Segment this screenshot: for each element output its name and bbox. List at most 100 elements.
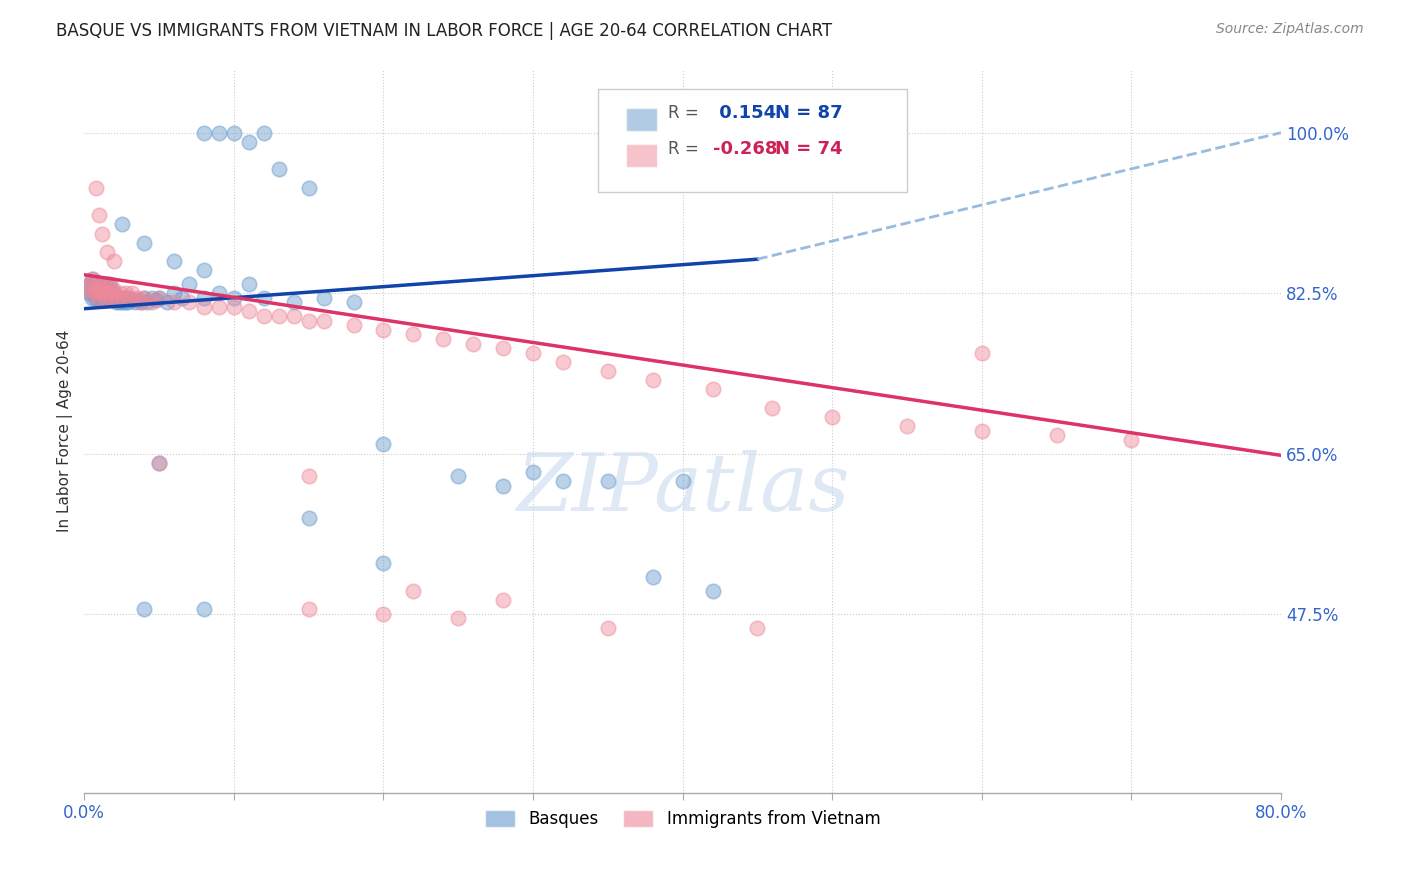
Text: R =: R = [668, 140, 699, 158]
Point [170, 291, 193, 305]
Point [115, 286, 138, 301]
Text: 0.154: 0.154 [713, 104, 776, 122]
Point [93, 281, 115, 295]
Point [87, 291, 110, 305]
Point [134, 291, 156, 305]
Point [76, 281, 98, 295]
Point [148, 456, 170, 470]
Point [80, 291, 103, 305]
Point [761, 401, 783, 415]
Point [298, 313, 321, 327]
Point [298, 469, 321, 483]
Point [208, 300, 231, 314]
Point [90, 281, 112, 295]
Point [91, 286, 114, 301]
Point [82, 277, 104, 291]
Point [84, 286, 107, 301]
Point [94, 291, 117, 305]
Point [596, 364, 619, 378]
Point [89, 277, 111, 291]
Point [105, 291, 128, 305]
Point [79, 277, 101, 291]
Point [373, 437, 395, 451]
Point [492, 593, 515, 607]
Point [91, 286, 114, 301]
Point [104, 295, 127, 310]
Y-axis label: In Labor Force | Age 20-64: In Labor Force | Age 20-64 [58, 329, 73, 532]
Point [112, 291, 135, 305]
Point [238, 277, 260, 291]
Point [402, 327, 425, 342]
Point [747, 621, 769, 635]
Point [298, 602, 321, 616]
Point [342, 295, 364, 310]
Point [121, 293, 143, 307]
Point [148, 291, 170, 305]
Point [596, 621, 619, 635]
Point [267, 162, 290, 177]
Point [492, 478, 515, 492]
Point [267, 309, 290, 323]
Point [312, 291, 335, 305]
Point [94, 286, 117, 301]
Point [463, 336, 485, 351]
Point [163, 254, 186, 268]
Point [222, 291, 245, 305]
Point [114, 295, 136, 310]
Point [112, 291, 135, 305]
Point [522, 345, 544, 359]
Point [82, 272, 104, 286]
Point [89, 286, 111, 301]
Point [522, 465, 544, 479]
Point [118, 291, 141, 305]
Point [124, 295, 146, 310]
Point [84, 286, 107, 301]
Point [1045, 428, 1067, 442]
Point [402, 584, 425, 599]
Point [163, 286, 186, 301]
Point [298, 180, 321, 194]
Point [90, 291, 112, 305]
Text: -0.268: -0.268 [713, 140, 778, 158]
Point [672, 474, 695, 488]
Point [83, 291, 105, 305]
Point [80, 286, 103, 301]
Point [111, 218, 134, 232]
Point [101, 281, 124, 295]
Point [551, 474, 574, 488]
Point [373, 607, 395, 621]
Point [87, 281, 110, 295]
Point [96, 291, 118, 305]
Point [100, 281, 122, 295]
Point [115, 291, 138, 305]
Point [373, 323, 395, 337]
Point [163, 295, 186, 310]
Point [253, 309, 276, 323]
Text: R =: R = [668, 104, 699, 122]
Point [97, 286, 120, 301]
Point [896, 419, 918, 434]
Point [79, 277, 101, 291]
Point [101, 286, 124, 301]
Point [127, 293, 149, 307]
Point [98, 277, 121, 291]
Point [105, 291, 128, 305]
Point [283, 295, 305, 310]
Point [193, 602, 215, 616]
Point [103, 291, 125, 305]
Point [96, 281, 118, 295]
Point [145, 293, 167, 307]
Point [103, 286, 125, 301]
Point [141, 291, 163, 305]
Point [89, 291, 111, 305]
Point [103, 254, 125, 268]
Point [77, 286, 100, 301]
Point [134, 235, 156, 250]
Point [342, 318, 364, 333]
Point [702, 382, 724, 396]
Point [596, 474, 619, 488]
Point [821, 409, 844, 424]
Point [89, 208, 111, 222]
Point [283, 309, 305, 323]
Point [177, 277, 200, 291]
